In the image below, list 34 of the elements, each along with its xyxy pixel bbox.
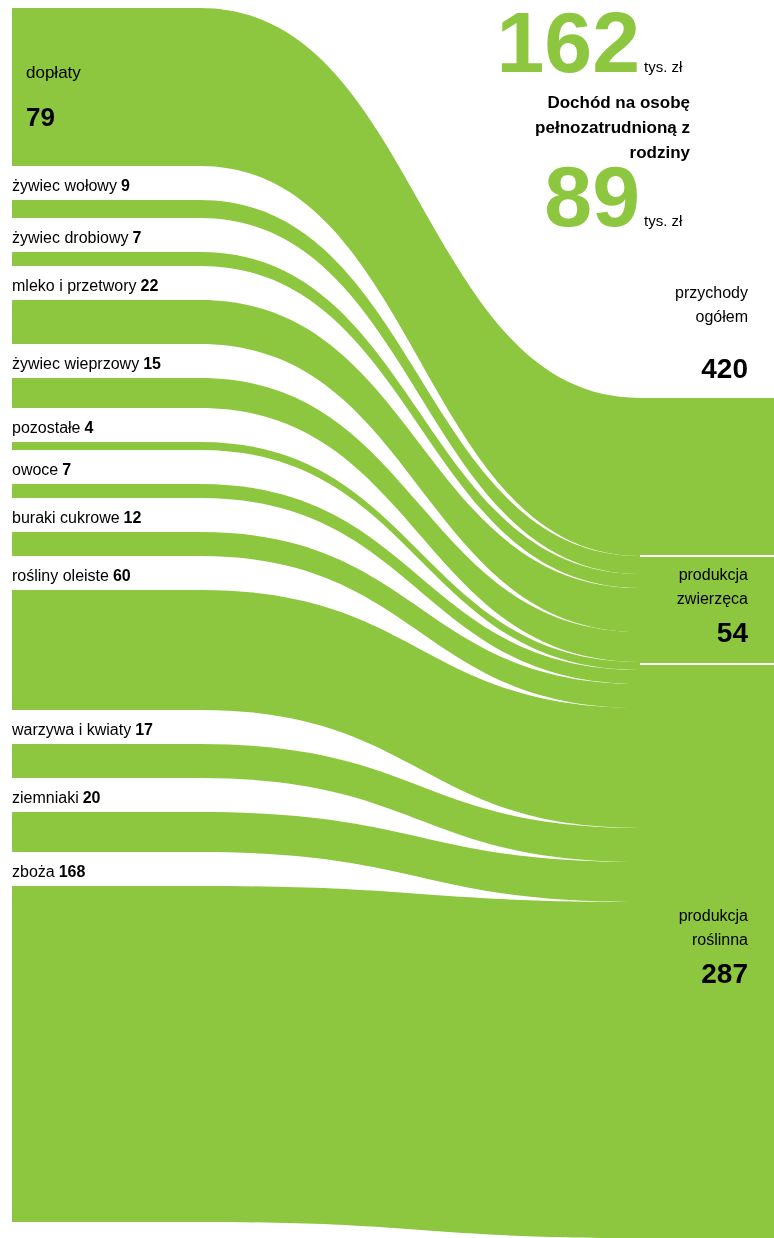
data-label: 7 <box>132 229 142 246</box>
category-label: żywiec wołowy <box>12 177 117 194</box>
category-label: buraki cukrowe <box>12 509 120 526</box>
category-label: żywiec wieprzowy <box>12 355 140 372</box>
text: produkcja zwierzęca <box>676 566 749 607</box>
data-label: 20 <box>82 789 101 806</box>
category-label: zboża <box>12 863 55 880</box>
text: 162 <box>496 0 640 90</box>
data-label: 17 <box>135 721 154 738</box>
text: Dochód na osobę pełnozatrudnioną z rodziny <box>535 93 691 162</box>
data-label: 79 <box>26 102 55 132</box>
text: 54 <box>716 617 748 648</box>
category-label: mleko i przetwory <box>12 277 137 294</box>
data-label: 7 <box>62 461 72 478</box>
category-label: dopłaty <box>26 63 82 82</box>
category-label: pozostałe <box>12 419 81 436</box>
data-label: 9 <box>120 177 130 194</box>
data-label: 22 <box>140 277 159 294</box>
category-label: rośliny oleiste <box>12 567 110 584</box>
text: 287 <box>701 958 748 989</box>
data-label: 15 <box>143 355 162 372</box>
text: 420 <box>701 353 748 384</box>
text: produkcja roślinna <box>678 907 749 948</box>
data-label: 60 <box>112 567 131 584</box>
data-label: 168 <box>58 863 86 880</box>
data-label: 12 <box>123 509 142 526</box>
text: przychody ogółem <box>675 284 748 325</box>
data-label: 4 <box>84 419 94 436</box>
category-label: warzywa i kwiaty <box>11 721 132 738</box>
category-label: żywiec drobiowy <box>12 229 129 246</box>
category-label: ziemniaki <box>12 789 79 806</box>
text: tys. zł <box>644 58 683 75</box>
text: tys. zł <box>644 212 683 229</box>
category-label: owoce <box>12 461 59 478</box>
